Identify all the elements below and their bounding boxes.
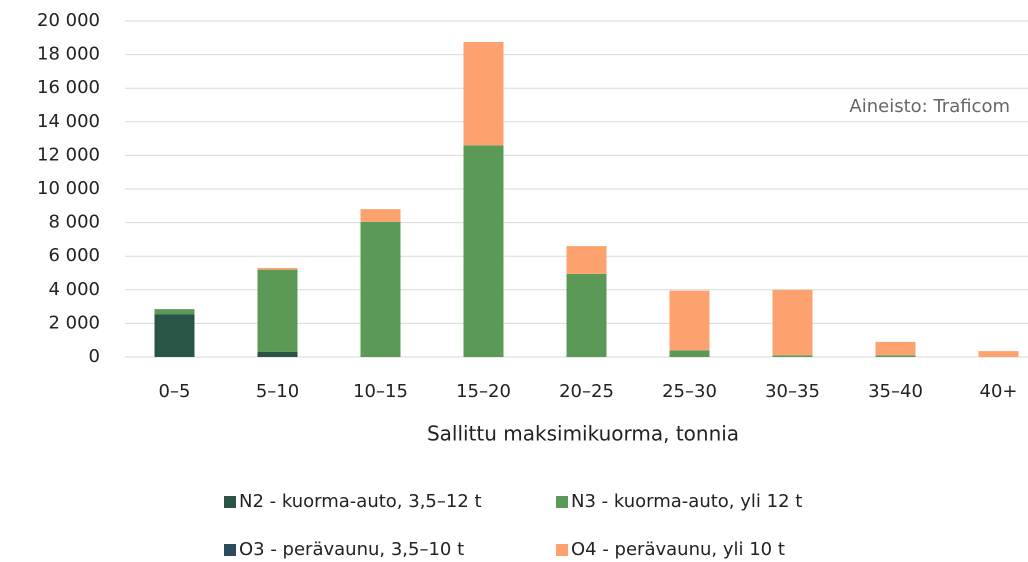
y-tick-label: 4 000 xyxy=(48,279,100,300)
bar-segment xyxy=(875,355,916,357)
legend-label: N3 - kuorma-auto, yli 12 t xyxy=(571,491,802,512)
legend-swatch xyxy=(556,496,568,508)
annotation: Aineisto: Traficom xyxy=(849,96,1010,117)
legend-label: O3 - perävaunu, 3,5–10 t xyxy=(239,539,464,560)
y-tick-label: 16 000 xyxy=(37,77,100,98)
x-tick-label: 15–20 xyxy=(456,381,511,402)
legend-swatch xyxy=(224,544,236,556)
y-tick-label: 14 000 xyxy=(37,111,100,132)
bar-segment xyxy=(360,221,401,357)
legend-swatch xyxy=(556,544,568,556)
bar-segment xyxy=(463,145,504,357)
x-tick-label: 5–10 xyxy=(256,381,299,402)
bar-segment xyxy=(875,341,916,356)
y-tick-label: 2 000 xyxy=(48,312,100,333)
bar-segment xyxy=(257,269,298,352)
bar-segment xyxy=(772,355,813,357)
legend-swatch xyxy=(224,496,236,508)
x-tick-label: 10–15 xyxy=(353,381,408,402)
x-axis-label: Sallittu maksimikuorma, tonnia xyxy=(427,422,739,446)
x-tick-label: 30–35 xyxy=(765,381,820,402)
bar-segment xyxy=(669,350,710,357)
x-tick-label: 40+ xyxy=(980,381,1018,402)
y-tick-label: 20 000 xyxy=(37,10,100,31)
bar-segment xyxy=(772,289,813,356)
bar-segment xyxy=(669,290,710,351)
bar-segment xyxy=(257,351,298,357)
bar-segment xyxy=(566,246,607,274)
x-tick-label: 0–5 xyxy=(159,381,191,402)
y-tick-label: 10 000 xyxy=(37,178,100,199)
legend-label: N2 - kuorma-auto, 3,5–12 t xyxy=(239,491,482,512)
x-tick-label: 25–30 xyxy=(662,381,717,402)
legend-label: O4 - perävaunu, yli 10 t xyxy=(571,539,785,560)
y-tick-label: 8 000 xyxy=(48,212,100,233)
bar-segment xyxy=(154,314,195,357)
bar-segment xyxy=(257,267,298,270)
y-tick-label: 6 000 xyxy=(48,245,100,266)
x-tick-label: 20–25 xyxy=(559,381,614,402)
y-tick-label: 12 000 xyxy=(37,144,100,165)
x-tick-label: 35–40 xyxy=(868,381,923,402)
bar-segment xyxy=(978,351,1019,357)
bar-segment xyxy=(566,273,607,357)
bar-segment xyxy=(154,309,195,315)
y-tick-label: 0 xyxy=(89,346,100,367)
y-tick-label: 18 000 xyxy=(37,44,100,65)
bar-segment xyxy=(463,42,504,146)
bar-segment xyxy=(360,209,401,222)
